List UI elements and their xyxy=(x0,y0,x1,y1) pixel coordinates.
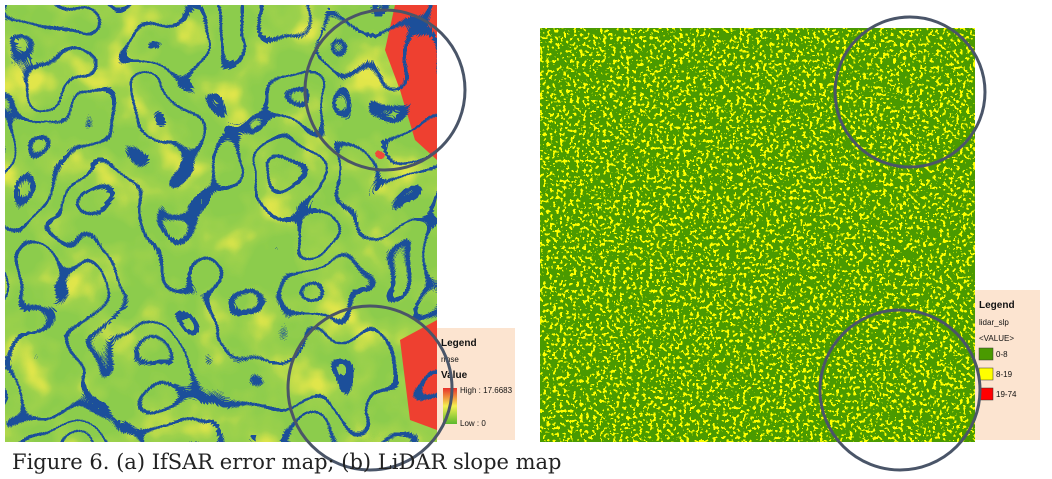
rmse-legend: Legend rmse Value High : 17.6683 Low : 0 xyxy=(437,328,515,440)
legend-low: Low : 0 xyxy=(460,419,486,428)
lidar-map xyxy=(540,28,975,442)
legend-title: Legend xyxy=(441,338,477,349)
legend-class: 19-74 xyxy=(996,390,1017,399)
legend-field: <VALUE> xyxy=(979,334,1014,343)
legend-layer: lidar_slp xyxy=(979,318,1009,327)
legend-class: 0-8 xyxy=(996,350,1008,359)
legend-layer: rmse xyxy=(441,355,459,364)
caption: Figure 6. (a) IfSAR error map; (b) LiDAR… xyxy=(12,450,562,474)
figure: Legend rmse Value High : 17.6683 Low : 0… xyxy=(0,0,1052,474)
slope-legend: Legend lidar_slp <VALUE> 0-8 8-19 19-74 xyxy=(975,290,1040,440)
legend-high: High : 17.6683 xyxy=(460,386,513,395)
legend-class: 8-19 xyxy=(996,370,1013,379)
ifsar-map xyxy=(5,5,437,442)
legend-field: Value xyxy=(441,370,468,381)
legend-title: Legend xyxy=(979,300,1015,311)
page: {"figure": { "panel_a": {"legend": {"tit… xyxy=(0,0,1052,474)
